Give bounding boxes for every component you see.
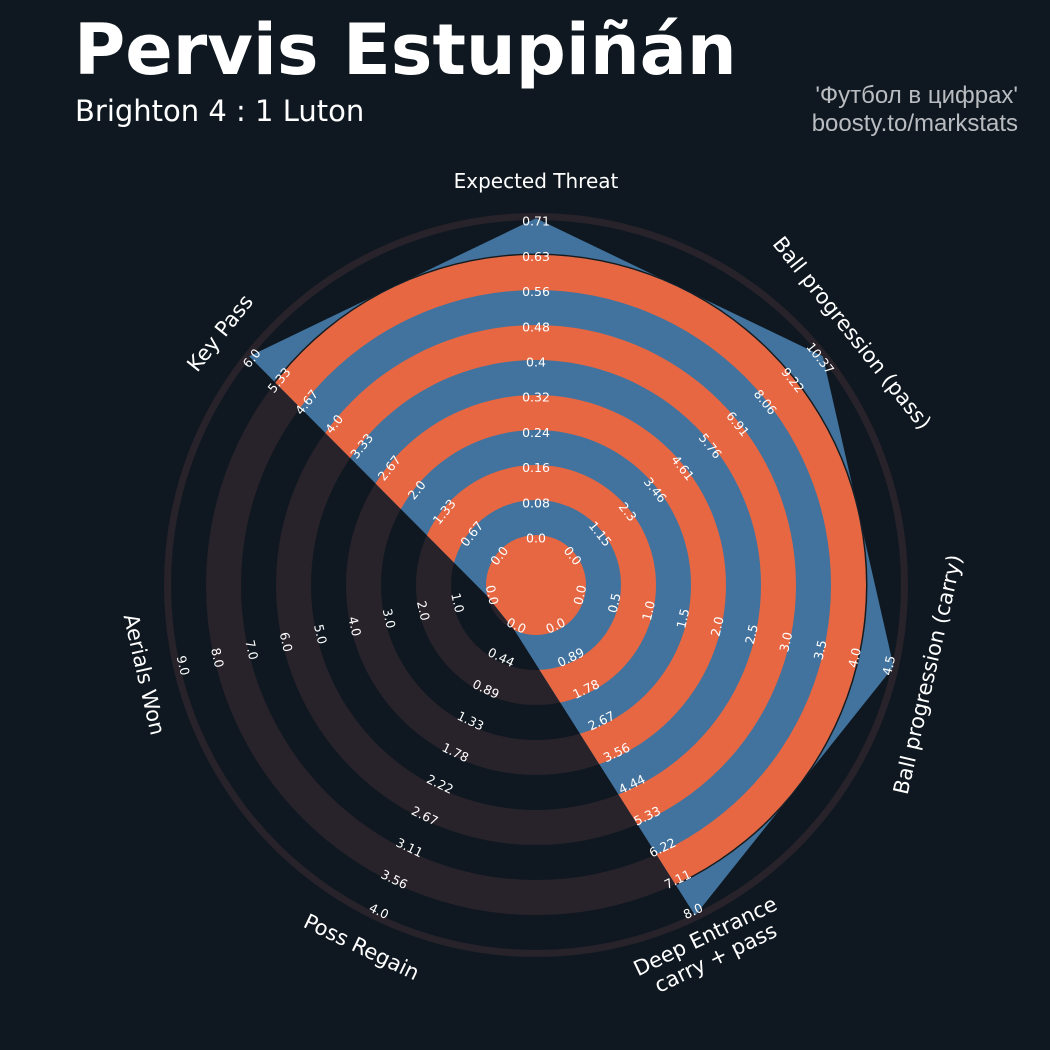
tick-label: 3.0 [776, 631, 795, 654]
player-accent-rings [249, 253, 868, 916]
tick-label: 1.0 [639, 599, 658, 622]
tick-label: 4.5 [879, 654, 898, 677]
tick-label: 0.08 [522, 495, 550, 510]
parameter-label: Poss Regain [300, 909, 423, 985]
tick-label: 0.71 [522, 214, 550, 229]
parameter-label: Ball progression (carry) [889, 552, 967, 796]
match-score-subtitle: Brighton 4 : 1 Luton [75, 94, 365, 128]
tick-label: 2.5 [742, 623, 761, 646]
tick-label: 9.0 [174, 654, 193, 677]
tick-label: 4.0 [345, 615, 364, 638]
player-name-title: Pervis Estupiñán [74, 9, 737, 91]
tick-label: 0.5 [605, 592, 624, 615]
tick-label: 3.5 [811, 639, 830, 662]
center-disc-accent [486, 535, 586, 635]
tick-label: 4.0 [845, 646, 864, 669]
tick-label: 0.48 [522, 319, 550, 334]
credit-channel-name: 'Футбол в цифрах' [815, 82, 1018, 109]
tick-label: 0.63 [522, 249, 550, 264]
tick-label: 5.0 [311, 623, 330, 646]
tick-label: 6.0 [277, 631, 296, 654]
tick-label: 0.4 [526, 355, 546, 370]
tick-label: 8.0 [208, 646, 227, 669]
parameter-label: Expected Threat [454, 169, 619, 193]
tick-label: 0.0 [483, 584, 502, 607]
tick-label: 1.0 [448, 592, 467, 615]
tick-label: 0.0 [526, 531, 546, 546]
tick-label: 0.16 [522, 460, 550, 475]
tick-label: 2.0 [708, 615, 727, 638]
tick-label: 0.56 [522, 284, 550, 299]
tick-label: 0.32 [522, 390, 550, 405]
tick-label: 0.0 [570, 584, 589, 607]
tick-label: 1.5 [673, 607, 692, 630]
tick-label: 2.0 [414, 599, 433, 622]
tick-label: 3.0 [380, 607, 399, 630]
credit-block: 'Футбол в цифрах' boosty.to/markstats [812, 82, 1018, 138]
tick-label: 0.24 [522, 425, 550, 440]
tick-label: 7.0 [242, 639, 261, 662]
credit-url: boosty.to/markstats [811, 109, 1018, 137]
parameter-label: Aerials Won [119, 612, 170, 738]
